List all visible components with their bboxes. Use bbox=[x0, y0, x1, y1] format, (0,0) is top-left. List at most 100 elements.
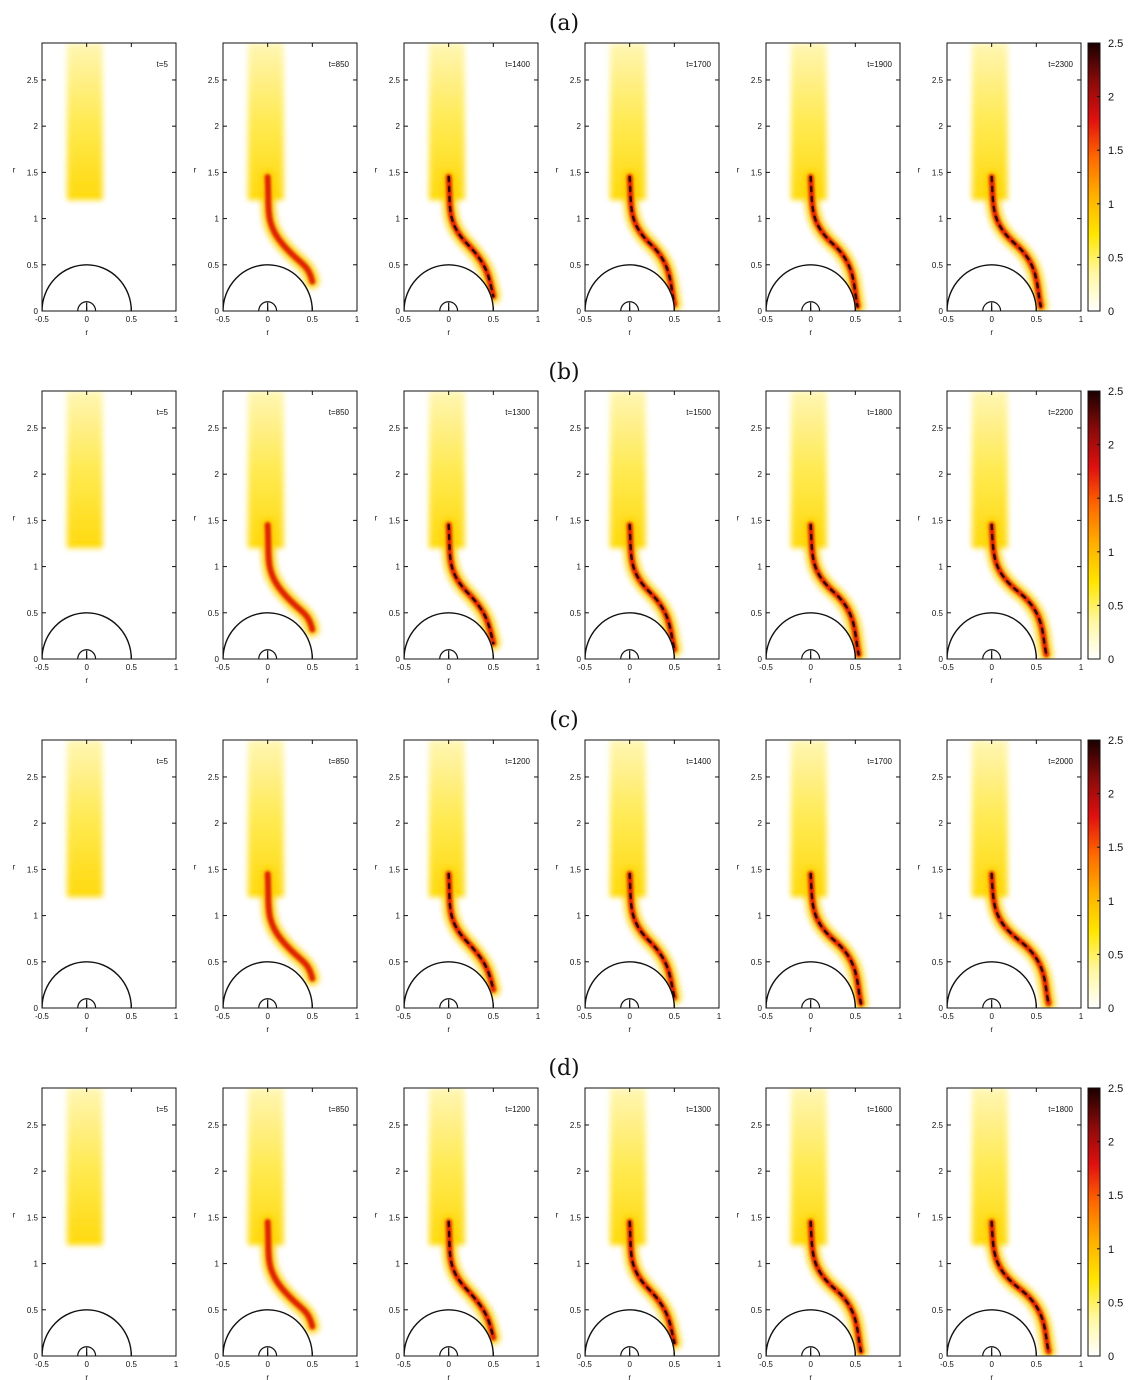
panel-frame bbox=[222, 42, 358, 312]
y-tick-label: 1 bbox=[577, 1260, 582, 1269]
x-tick-label: -0.5 bbox=[578, 1012, 592, 1021]
x-axis-label: r bbox=[990, 1025, 993, 1034]
y-tick-label: 1 bbox=[758, 215, 763, 224]
y-tick-label: 0 bbox=[396, 655, 401, 664]
y-tick-label: 0.5 bbox=[932, 958, 944, 967]
x-tick-label: 1 bbox=[355, 1012, 360, 1021]
x-tick-label: 1 bbox=[536, 1012, 541, 1021]
x-axis-label: r bbox=[266, 1025, 269, 1034]
outer-circle bbox=[585, 961, 676, 1008]
x-axis-label: r bbox=[447, 676, 450, 685]
outer-circle bbox=[766, 1309, 857, 1356]
x-axis-label: r bbox=[809, 1373, 812, 1380]
inner-circle bbox=[439, 1346, 459, 1356]
y-tick-label: 1.5 bbox=[570, 1213, 582, 1222]
x-tick-label: -0.5 bbox=[759, 1360, 773, 1369]
x-tick-label: 1 bbox=[536, 315, 541, 324]
y-tick-label: 0 bbox=[34, 1352, 39, 1361]
y-tick-label: 0 bbox=[215, 655, 220, 664]
y-tick-label: 2 bbox=[215, 122, 220, 131]
panel-plot bbox=[42, 740, 133, 1008]
y-tick-label: 1.5 bbox=[751, 865, 763, 874]
y-tick-label: 2.5 bbox=[27, 76, 39, 85]
time-label: t=1700 bbox=[867, 757, 892, 766]
panel-frame bbox=[222, 390, 358, 660]
panel-plot bbox=[42, 1088, 133, 1356]
y-tick-label: 1.5 bbox=[932, 516, 944, 525]
colorbar-scale bbox=[1087, 739, 1101, 1009]
colorbar-tick-label: 1.5 bbox=[1108, 145, 1123, 157]
time-label: t=5 bbox=[157, 757, 169, 766]
colorbar-tick-label: 2.5 bbox=[1108, 386, 1123, 398]
x-tick-label: 1 bbox=[355, 315, 360, 324]
y-tick-label: 0 bbox=[396, 1004, 401, 1013]
colorbar: 0 0.5 1 1.5 2 2.5 bbox=[1087, 1083, 1123, 1363]
y-tick-label: 2 bbox=[577, 470, 582, 479]
y-tick-label: 2 bbox=[396, 819, 401, 828]
x-tick-label: 0.5 bbox=[307, 663, 319, 672]
inner-circle bbox=[439, 998, 459, 1008]
outer-circle bbox=[947, 1309, 1038, 1356]
y-tick-label: 2.5 bbox=[570, 424, 582, 433]
row-label: (b) bbox=[548, 360, 579, 385]
y-tick-label: 0 bbox=[34, 1004, 39, 1013]
x-tick-label: 0 bbox=[446, 1012, 451, 1021]
y-axis-label: r bbox=[375, 1210, 378, 1219]
x-tick-label: 1 bbox=[1079, 315, 1084, 324]
y-axis-label: r bbox=[375, 513, 378, 522]
panel-plot bbox=[766, 391, 866, 659]
y-tick-label: 1 bbox=[215, 215, 220, 224]
y-tick-label: 2 bbox=[758, 1167, 763, 1176]
y-tick-label: 2 bbox=[34, 1167, 39, 1176]
x-axis-label: r bbox=[85, 676, 88, 685]
outer-circle bbox=[766, 264, 857, 311]
panel-frame bbox=[584, 42, 720, 312]
inner-circle bbox=[982, 998, 1002, 1008]
y-tick-label: 2.5 bbox=[570, 76, 582, 85]
x-tick-label: -0.5 bbox=[578, 1360, 592, 1369]
jet-dense-knots bbox=[809, 175, 859, 308]
y-tick-label: 0 bbox=[215, 307, 220, 316]
time-label: t=1500 bbox=[686, 408, 711, 417]
inner-circle bbox=[77, 1346, 97, 1356]
jet-dense-knots bbox=[447, 1220, 495, 1339]
panel-frame bbox=[584, 390, 720, 660]
x-tick-label: 1 bbox=[717, 315, 722, 324]
panel-plot bbox=[947, 1088, 1056, 1356]
y-axis-label: r bbox=[556, 513, 559, 522]
x-tick-label: 0.5 bbox=[1031, 663, 1043, 672]
x-tick-label: 0.5 bbox=[850, 1360, 862, 1369]
panel-frame bbox=[41, 739, 177, 1009]
y-tick-label: 1.5 bbox=[389, 1213, 401, 1222]
panel-plot bbox=[585, 391, 682, 659]
colorbar-tick-label: 1 bbox=[1108, 1244, 1114, 1256]
x-tick-label: -0.5 bbox=[397, 1360, 411, 1369]
y-tick-label: 0.5 bbox=[208, 958, 220, 967]
y-tick-label: 0.5 bbox=[27, 958, 39, 967]
x-axis-label: r bbox=[628, 328, 631, 337]
x-tick-label: 0 bbox=[84, 663, 89, 672]
x-axis-label: r bbox=[85, 1025, 88, 1034]
x-axis-label: r bbox=[628, 1373, 631, 1380]
x-tick-label: 1 bbox=[898, 1360, 903, 1369]
y-tick-label: 1 bbox=[939, 1260, 944, 1269]
y-tick-label: 1.5 bbox=[751, 168, 763, 177]
inner-circle bbox=[801, 998, 821, 1008]
x-tick-label: 1 bbox=[1079, 1360, 1084, 1369]
outer-circle bbox=[223, 612, 314, 659]
time-label: t=850 bbox=[329, 1105, 350, 1114]
x-tick-label: 0 bbox=[627, 1012, 632, 1021]
jet-dense-knots bbox=[447, 872, 495, 991]
time-label: t=1400 bbox=[686, 757, 711, 766]
colorbar-tick-label: 1 bbox=[1108, 896, 1114, 908]
y-tick-label: 1 bbox=[34, 912, 39, 921]
colorbar-tick-label: 1.5 bbox=[1108, 493, 1123, 505]
time-label: t=2200 bbox=[1048, 408, 1073, 417]
y-tick-label: 1.5 bbox=[751, 516, 763, 525]
y-axis-label: r bbox=[194, 1210, 197, 1219]
panel-plot bbox=[947, 391, 1054, 659]
jet-dense-knots bbox=[628, 872, 676, 999]
